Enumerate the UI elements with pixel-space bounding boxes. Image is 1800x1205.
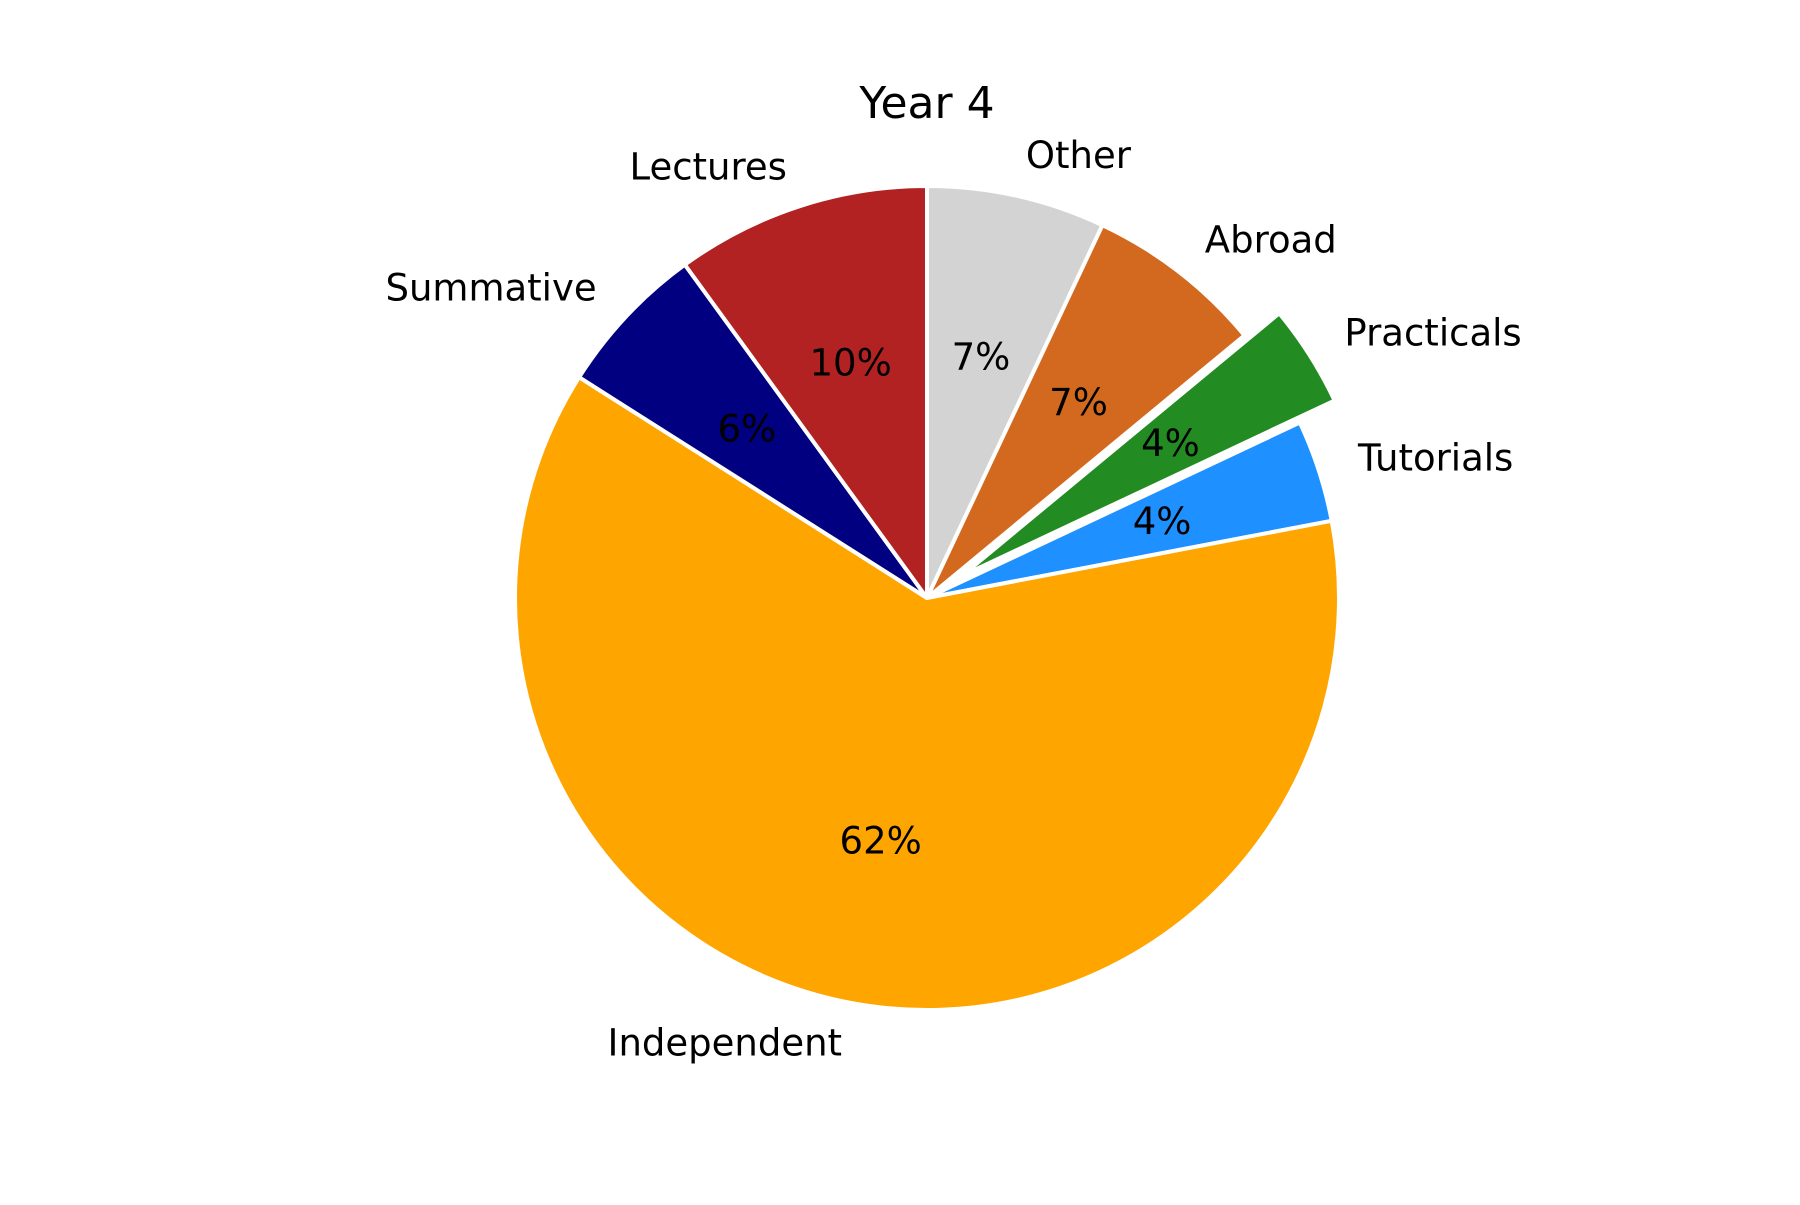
pct-label-abroad: 7% bbox=[1049, 381, 1108, 424]
pie-labels: Other 7% Abroad 7% Practicals 4% Tutorials 4% In… bbox=[385, 134, 1521, 1064]
slice-summative bbox=[577, 262, 929, 600]
slice-label-summative: Summative bbox=[385, 266, 596, 309]
pie-slices bbox=[513, 184, 1341, 1012]
slice-label-lectures: Lectures bbox=[629, 145, 786, 188]
slice-label-tutorials: Tutorials bbox=[1357, 436, 1513, 479]
pct-label-other: 7% bbox=[952, 335, 1011, 378]
slice-other bbox=[925, 184, 1105, 600]
slice-independent bbox=[513, 375, 1341, 1012]
pct-label-practicals: 4% bbox=[1141, 422, 1200, 465]
chart-title: Year 4 bbox=[858, 78, 994, 129]
slice-abroad bbox=[925, 223, 1247, 600]
pct-label-lectures: 10% bbox=[809, 341, 891, 384]
slice-label-other: Other bbox=[1026, 134, 1132, 177]
slice-label-practicals: Practicals bbox=[1344, 312, 1521, 355]
pct-label-summative: 6% bbox=[717, 407, 776, 450]
pct-label-independent: 62% bbox=[840, 819, 922, 862]
slice-label-independent: Independent bbox=[608, 1022, 843, 1065]
slice-label-abroad: Abroad bbox=[1205, 218, 1337, 261]
pct-label-tutorials: 4% bbox=[1133, 500, 1192, 543]
slice-lectures bbox=[682, 184, 929, 600]
slice-practicals bbox=[959, 311, 1337, 578]
